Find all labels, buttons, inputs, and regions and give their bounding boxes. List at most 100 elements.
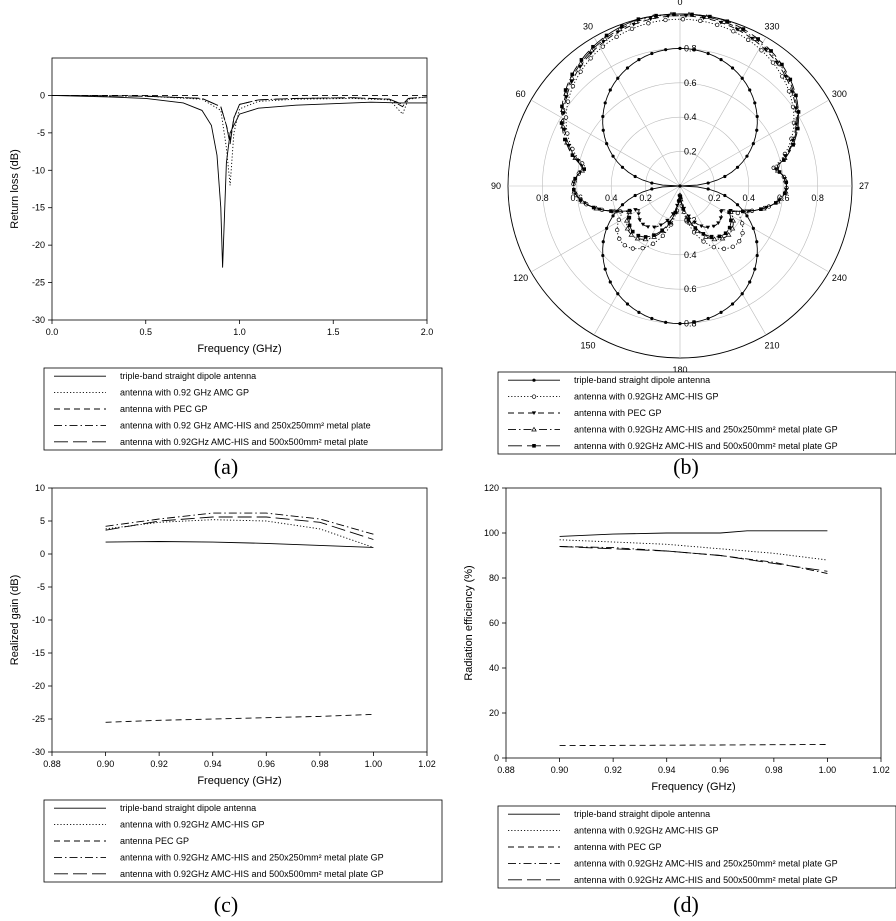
polar-point-5	[609, 209, 613, 213]
polar-r-label-left: 0.8	[536, 193, 549, 203]
polar-point-1	[719, 310, 723, 314]
polar-point-1	[620, 203, 625, 207]
legend-box	[497, 371, 896, 455]
y-tick-label: -30	[32, 315, 45, 325]
polar-point-4	[694, 228, 701, 234]
polar-point-1	[616, 292, 620, 296]
polar-point-2	[565, 131, 570, 136]
panel-a-return-loss: 0.0 0.5 1.0 1.5 2.0 0 -5 -10 -15 -20 -25 -30 Frequen…	[9, 57, 443, 451]
polar-point-3	[658, 223, 664, 228]
polar-angle-label: 90	[491, 181, 501, 191]
polar-point-5	[636, 17, 641, 21]
polar-angle-label: 60	[516, 89, 526, 99]
polar-point-2	[640, 245, 645, 251]
polar-r-label-right: 0.8	[811, 193, 824, 203]
polar-point-5	[570, 153, 575, 157]
polar-point-2	[721, 246, 727, 251]
polar-point-3	[705, 225, 711, 230]
polar-angle-label: 330	[764, 22, 779, 32]
x-tick-label: 0.96	[712, 765, 730, 775]
polar-point-2	[660, 233, 666, 238]
polar-point-5	[643, 235, 648, 239]
y-axis-label: Radiation efficiency (%)	[463, 565, 475, 680]
polar-point-2	[650, 241, 656, 246]
polar-point-5	[627, 208, 632, 213]
polar-point-3	[699, 224, 704, 229]
polar-point-1	[605, 226, 609, 230]
polar-point-5	[791, 143, 795, 147]
legend-marker-2	[531, 394, 537, 399]
y-tick-label: -10	[32, 615, 45, 625]
polar-point-1	[637, 310, 641, 314]
x-tick-label: 0.94	[658, 765, 676, 775]
legend-label-2: antenna with 0.92 GHz AMC GP	[120, 388, 249, 398]
polar-r-label-down: 0.6	[684, 284, 697, 294]
polar-point-5	[729, 218, 733, 223]
y-tick-label: -10	[32, 165, 45, 175]
polar-point-5	[725, 19, 730, 24]
polar-point-2	[563, 115, 569, 120]
polar-point-1	[745, 214, 749, 218]
polar-point-1	[751, 142, 755, 146]
polar-point-1	[611, 154, 615, 158]
polar-point-2	[663, 17, 668, 23]
y-tick-label: -15	[32, 648, 45, 658]
legend-label-2: antenna with 0.92GHz AMC-HIS GP	[574, 826, 719, 836]
polar-point-1	[740, 292, 744, 296]
polar-point-5	[578, 198, 583, 202]
legend-label-1: triple-band straight dipole antenna	[120, 803, 256, 813]
polar-point-3	[652, 225, 657, 230]
x-tick-label: 0.92	[604, 765, 622, 775]
polar-point-5	[784, 180, 788, 185]
y-tick-label: 0	[40, 90, 45, 100]
legend-label-1: triple-band straight dipole antenna	[574, 809, 710, 819]
polar-spoke	[679, 36, 767, 187]
polar-point-3	[575, 159, 581, 163]
polar-point-3	[718, 20, 723, 25]
polar-r-label-up: 0.8	[684, 43, 697, 53]
series-line-4	[559, 546, 828, 574]
polar-point-1	[706, 51, 710, 56]
polar-point-5	[672, 12, 676, 16]
polar-point-1	[611, 214, 615, 218]
polar-point-2	[739, 221, 745, 226]
polar-point-1	[706, 187, 710, 191]
polar-point-3	[633, 208, 638, 212]
polar-point-2	[780, 74, 785, 79]
plot-frame	[51, 487, 428, 753]
caption-d: (d)	[673, 892, 699, 917]
polar-point-5	[667, 220, 672, 225]
polar-point-1	[755, 253, 759, 258]
polar-point-2	[715, 22, 720, 28]
polar-point-1	[678, 322, 682, 326]
polar-point-5	[572, 187, 576, 192]
caption-a: (a)	[214, 454, 238, 479]
x-tick-label: 1.02	[872, 765, 890, 775]
polar-point-5	[660, 228, 664, 233]
series-line-1	[559, 530, 828, 537]
polar-point-3	[636, 212, 641, 216]
polar-point-5	[563, 88, 568, 92]
polar-point-1	[625, 66, 630, 70]
y-tick-label: 0	[40, 549, 45, 559]
polar-point-1	[723, 174, 727, 179]
polar-point-4	[624, 225, 631, 231]
polar-point-1	[755, 128, 759, 132]
polar-point-1	[692, 320, 696, 324]
polar-point-3	[734, 27, 740, 32]
polar-point-2	[570, 84, 576, 89]
polar-point-4	[642, 236, 649, 242]
polar-point-1	[678, 46, 682, 51]
polar-angle-label: 240	[832, 273, 847, 283]
polar-point-5	[677, 199, 681, 203]
polar-point-5	[620, 24, 624, 29]
polar-point-4	[719, 235, 726, 241]
polar-point-2	[588, 56, 593, 61]
polar-point-2	[629, 26, 635, 32]
polar-point-5	[777, 170, 782, 174]
polar-point-5	[652, 233, 656, 237]
polar-point-4	[721, 19, 727, 24]
polar-series-5	[560, 13, 800, 238]
polar-point-1	[633, 174, 637, 179]
